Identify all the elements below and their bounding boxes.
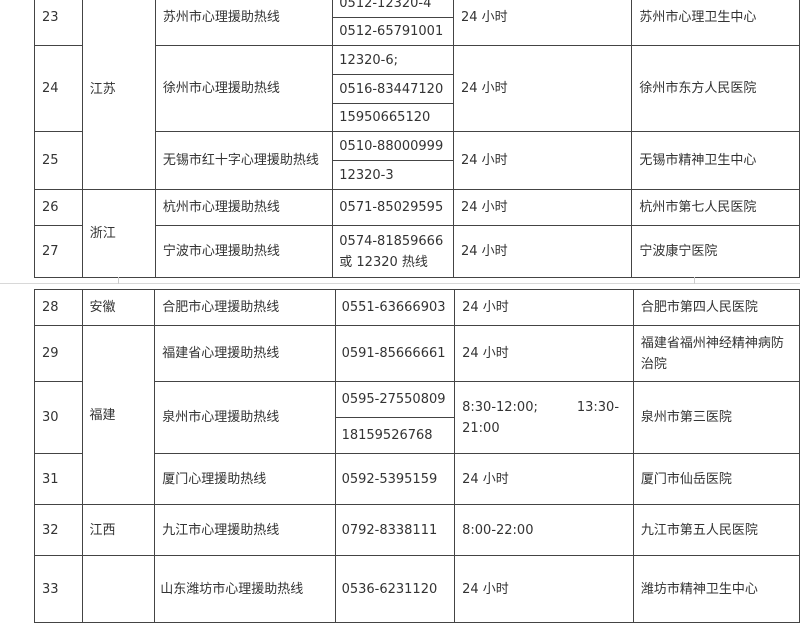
hotline-name: 徐州市心理援助热线 [154,45,334,132]
table-row: 23 江苏 苏州市心理援助热线 0512-12320-4 24 小时 苏州市心理… [34,0,800,190]
row-number: 25 [34,131,83,190]
phone-number: 0512-65791001 [332,17,454,46]
hotline-name: 合肥市心理援助热线 [154,289,336,326]
page-corner-mark [694,277,695,284]
page-break-line [0,283,800,284]
province-cell: 江苏 [81,0,156,190]
hotline-name: 宁波市心理援助热线 [154,225,334,278]
table-row: 27 宁波市心理援助热线 0574-81859666 或 12320 热线 24… [34,225,800,278]
table-row: 24 徐州市心理援助热线 12320-6; 24 小时 徐州市东方人民医院 [34,45,800,132]
table-row: 28 安徽 合肥市心理援助热线 0551-63666903 24 小时 合肥市第… [34,289,800,326]
phone-number: 0551-63666903 [334,289,456,326]
organization: 泉州市第三医院 [632,381,800,454]
table-row: 26 浙江 杭州市心理援助热线 0571-85029595 24 小时 杭州市第… [34,189,800,278]
province-cell: 福建 [81,325,156,505]
province-cell [81,555,156,623]
row-number: 30 [34,381,83,454]
hotline-table-bottom: 28 安徽 合肥市心理援助热线 0551-63666903 24 小时 合肥市第… [34,289,800,623]
service-hours: 8:00-22:00 [454,504,634,556]
row-number: 27 [34,225,83,278]
organization: 无锡市精神卫生中心 [631,131,800,190]
row-number: 33 [34,555,83,623]
phone-number: 0592-5395159 [334,453,456,505]
phone-number: 0571-85029595 [332,189,454,226]
phone-number: 0591-85666661 [334,325,456,382]
service-hours: 24 小时 [454,325,634,382]
hotline-name: 九江市心理援助热线 [154,504,336,556]
service-hours: 24 小时 [452,189,633,226]
phone-number: 0516-83447120 [332,74,454,104]
hotline-name: 无锡市红十字心理援助热线 [154,131,334,190]
table-row: 29 福建 福建省心理援助热线 0591-85666661 24 小时 福建省福… [34,325,800,505]
phone-number: 0510-88000999 [332,131,454,161]
row-number: 23 [34,0,83,46]
organization: 合肥市第四人民医院 [632,289,800,326]
organization: 九江市第五人民医院 [632,504,800,556]
province-cell: 安徽 [81,289,156,326]
service-hours: 24 小时 [454,289,634,326]
service-hours: 24 小时 [452,45,633,132]
service-hours: 24 小时 [454,453,634,505]
phone-number: 0512-12320-4 [332,0,454,18]
hotline-name: 泉州市心理援助热线 [154,381,336,454]
phone-number: 18159526768 [334,417,456,454]
organization: 潍坊市精神卫生中心 [632,555,800,623]
organization: 徐州市东方人民医院 [631,45,800,132]
hotline-name: 山东潍坊市心理援助热线 [154,555,336,623]
page-corner-mark [118,277,119,284]
organization: 苏州市心理卫生中心 [631,0,800,46]
service-hours: 24 小时 [452,225,633,278]
hotline-name: 厦门心理援助热线 [154,453,336,505]
service-hours: 8:30-12:00; 13:30-21:00 [454,381,634,454]
row-number: 26 [34,189,83,226]
organization: 宁波康宁医院 [631,225,800,278]
hotline-name: 苏州市心理援助热线 [154,0,334,46]
row-number: 31 [34,453,83,505]
phone-number: 0574-81859666 或 12320 热线 [332,225,454,278]
phone-number: 12320-3 [332,160,454,190]
table-row: 25 无锡市红十字心理援助热线 0510-88000999 24 小时 无锡市精… [34,131,800,190]
province-cell: 浙江 [81,189,156,278]
phone-number: 0792-8338111 [334,504,456,556]
phone-number: 0536-6231120 [334,555,456,623]
organization: 杭州市第七人民医院 [631,189,800,226]
organization: 厦门市仙岳医院 [632,453,800,505]
phone-number: 0595-27550809 [334,381,456,418]
province-cell: 江西 [81,504,156,556]
service-hours: 24 小时 [454,555,634,623]
hotline-table-top: 23 江苏 苏州市心理援助热线 0512-12320-4 24 小时 苏州市心理… [34,0,800,278]
organization: 福建省福州神经精神病防治院 [632,325,800,382]
table-row: 30 泉州市心理援助热线 0595-27550809 8:30-12:00; 1… [34,381,800,454]
service-hours: 24 小时 [452,0,633,46]
hotline-name: 杭州市心理援助热线 [154,189,334,226]
phone-number: 12320-6; [332,45,454,75]
row-number: 28 [34,289,83,326]
row-number: 24 [34,45,83,132]
hotline-name: 福建省心理援助热线 [154,325,336,382]
table-row: 33 山东潍坊市心理援助热线 0536-6231120 24 小时 潍坊市精神卫… [34,555,800,623]
row-number: 29 [34,325,83,382]
phone-number: 15950665120 [332,103,454,132]
service-hours: 24 小时 [452,131,633,190]
row-number: 32 [34,504,83,556]
table-row: 32 江西 九江市心理援助热线 0792-8338111 8:00-22:00 … [34,504,800,556]
